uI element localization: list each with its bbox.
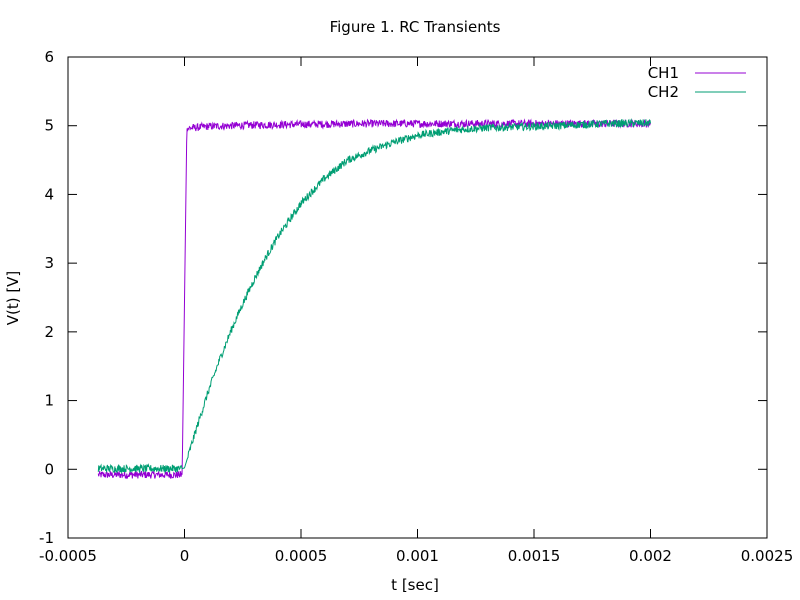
y-tick-label-5: 4 — [44, 185, 54, 203]
y-axis-label: V(t) [V] — [4, 271, 22, 326]
x-tick-label-4: 0.0015 — [508, 547, 561, 565]
x-tick-label-0: -0.0005 — [39, 547, 97, 565]
legend-label-ch2: CH2 — [648, 83, 679, 101]
x-tick-label-5: 0.002 — [629, 547, 672, 565]
y-tick-label-7: 6 — [44, 48, 54, 66]
series-group — [97, 118, 651, 480]
x-tick-label-2: 0.0005 — [275, 547, 328, 565]
x-axis-label: t [sec] — [391, 576, 439, 594]
y-tick-label-6: 5 — [44, 117, 54, 135]
chart-title: Figure 1. RC Transients — [330, 18, 501, 36]
y-tick-label-0: -1 — [39, 529, 54, 547]
series-line-ch2 — [97, 118, 651, 475]
x-tick-label-1: 0 — [180, 547, 190, 565]
x-tick-label-6: 0.0025 — [741, 547, 794, 565]
tick-labels: -0.0005 0 0.0005 0.001 0.0015 0.002 0.0025 -1 0 1… — [39, 48, 793, 565]
x-tick-label-3: 0.001 — [396, 547, 439, 565]
series-line-ch1 — [97, 118, 651, 480]
y-tick-label-4: 3 — [44, 254, 54, 272]
y-tick-label-3: 2 — [44, 323, 54, 341]
y-tick-label-1: 0 — [44, 460, 54, 478]
legend-label-ch1: CH1 — [648, 64, 679, 82]
y-tick-label-2: 1 — [44, 392, 54, 410]
ticks — [67, 56, 768, 539]
